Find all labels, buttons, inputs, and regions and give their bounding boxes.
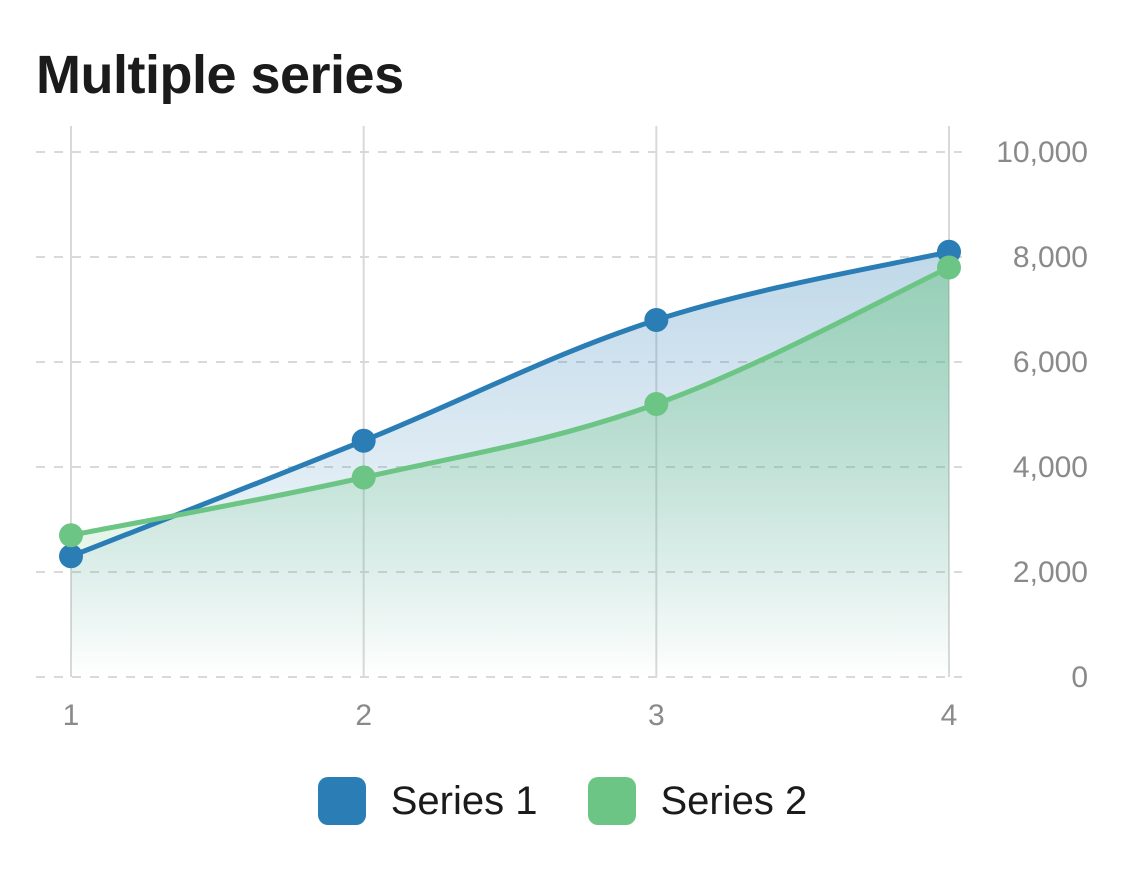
series-2-point (937, 255, 961, 280)
legend-item-series-1[interactable]: Series 1 (317, 777, 538, 825)
y-tick-label: 6,000 (1013, 346, 1088, 379)
series-points (59, 239, 961, 569)
chart-title: Multiple series (36, 45, 404, 105)
x-tick-label: 3 (648, 699, 665, 732)
legend-swatch-series-1 (317, 777, 366, 825)
x-tick-label: 1 (63, 699, 80, 732)
tick-labels: 0 2,000 4,000 6,000 8,000 10,000 1 2 3 4 (63, 136, 1088, 732)
series-1-point (351, 428, 376, 453)
series-2-point (351, 465, 376, 490)
y-tick-label: 2,000 (1013, 556, 1088, 589)
series-1-line (68, 249, 952, 559)
x-tick-label: 4 (941, 699, 958, 732)
series-1-point (59, 544, 83, 569)
legend-swatch-series-2 (587, 777, 636, 825)
legend-label-series-2: Series 2 (660, 778, 808, 823)
series-2-point (644, 392, 669, 416)
series-lines (68, 249, 952, 559)
legend-label-series-1: Series 1 (390, 778, 538, 823)
x-tick-label: 2 (355, 699, 372, 732)
y-tick-label: 0 (1071, 661, 1088, 694)
legend-item-series-2[interactable]: Series 2 (587, 777, 808, 825)
series-2-point (59, 523, 83, 548)
series-2-area (71, 267, 949, 677)
y-tick-label: 8,000 (1013, 241, 1088, 274)
y-tick-label: 4,000 (1013, 451, 1088, 484)
series-areas (71, 251, 949, 677)
series-2-line (68, 265, 952, 538)
y-tick-label: 10,000 (996, 136, 1088, 169)
legend: Series 1 Series 2 (0, 776, 1125, 826)
series-1-point (644, 308, 669, 332)
